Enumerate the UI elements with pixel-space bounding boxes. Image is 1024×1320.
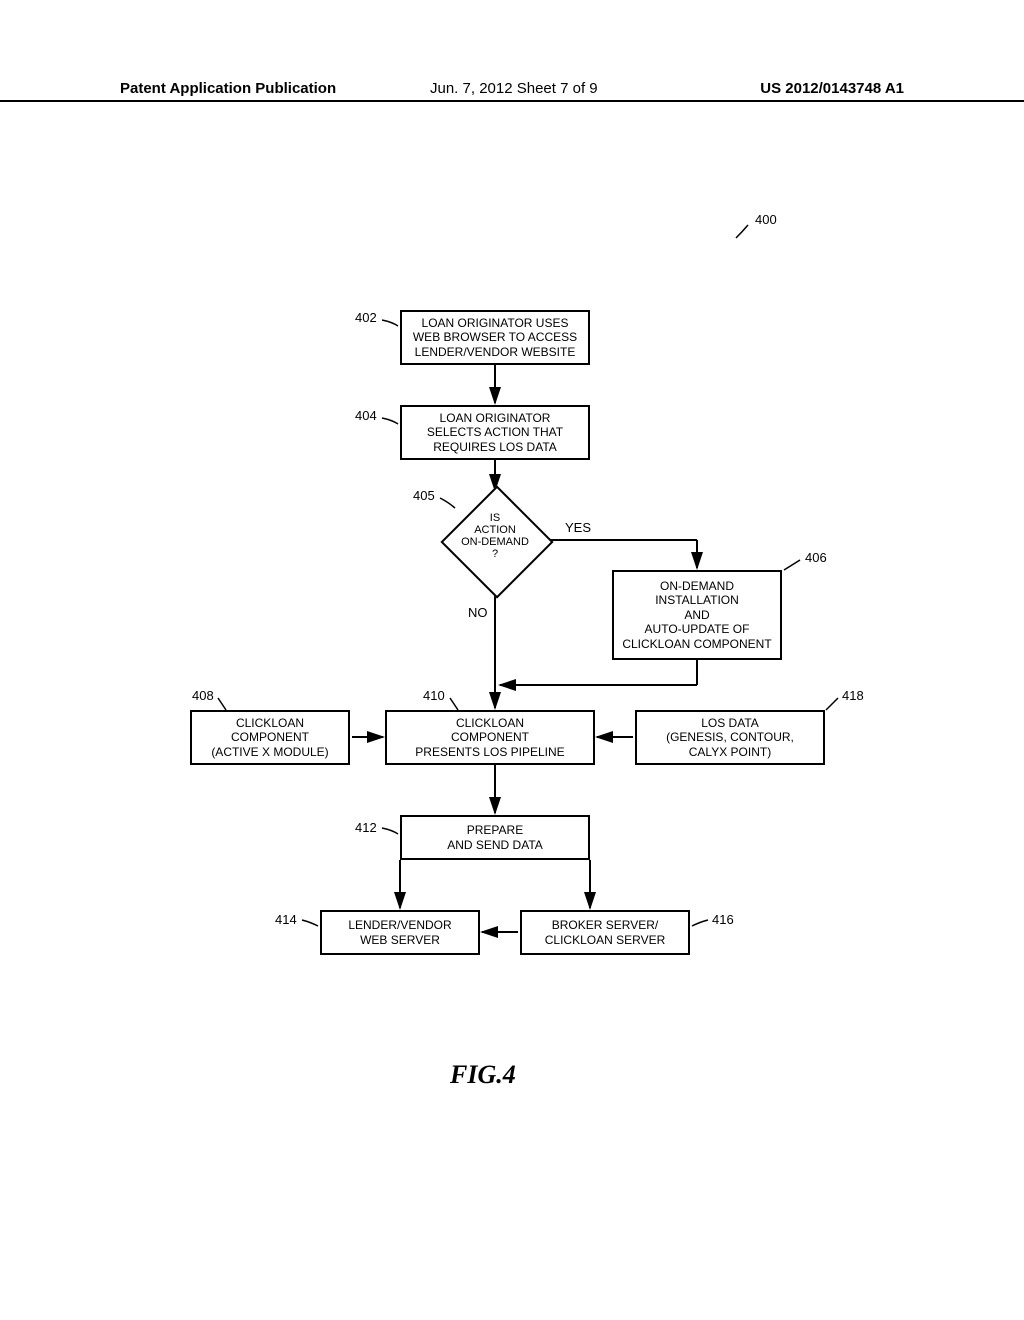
node-406-text: ON-DEMANDINSTALLATIONANDAUTO-UPDATE OFCL… — [622, 579, 771, 651]
node-414: LENDER/VENDORWEB SERVER — [320, 910, 480, 955]
ref-405: 405 — [413, 488, 435, 503]
branch-yes: YES — [565, 520, 591, 535]
figure-label: FIG.4 — [450, 1060, 516, 1090]
ref-400: 400 — [755, 212, 777, 227]
node-410: CLICKLOANCOMPONENTPRESENTS LOS PIPELINE — [385, 710, 595, 765]
node-416-text: BROKER SERVER/CLICKLOAN SERVER — [545, 918, 666, 947]
node-412: PREPAREAND SEND DATA — [400, 815, 590, 860]
node-406: ON-DEMANDINSTALLATIONANDAUTO-UPDATE OFCL… — [612, 570, 782, 660]
node-404-text: LOAN ORIGINATORSELECTS ACTION THATREQUIR… — [427, 411, 563, 454]
node-418: LOS DATA(GENESIS, CONTOUR,CALYX POINT) — [635, 710, 825, 765]
node-408-text: CLICKLOANCOMPONENT(ACTIVE X MODULE) — [211, 716, 328, 759]
node-412-text: PREPAREAND SEND DATA — [447, 823, 543, 852]
node-416: BROKER SERVER/CLICKLOAN SERVER — [520, 910, 690, 955]
page: Patent Application Publication Jun. 7, 2… — [0, 0, 1024, 1320]
node-410-text: CLICKLOANCOMPONENTPRESENTS LOS PIPELINE — [415, 716, 564, 759]
node-404: LOAN ORIGINATORSELECTS ACTION THATREQUIR… — [400, 405, 590, 460]
ref-414: 414 — [275, 912, 297, 927]
node-418-text: LOS DATA(GENESIS, CONTOUR,CALYX POINT) — [666, 716, 794, 759]
node-408: CLICKLOANCOMPONENT(ACTIVE X MODULE) — [190, 710, 350, 765]
flowchart-connectors — [0, 0, 1024, 1320]
ref-412: 412 — [355, 820, 377, 835]
node-405: ISACTIONON-DEMAND? — [455, 512, 535, 560]
branch-no: NO — [468, 605, 488, 620]
node-402-text: LOAN ORIGINATOR USESWEB BROWSER TO ACCES… — [413, 316, 577, 359]
ref-402: 402 — [355, 310, 377, 325]
node-405-text: ISACTIONON-DEMAND? — [461, 512, 529, 560]
ref-408: 408 — [192, 688, 214, 703]
ref-406: 406 — [805, 550, 827, 565]
ref-410: 410 — [423, 688, 445, 703]
node-414-text: LENDER/VENDORWEB SERVER — [348, 918, 451, 947]
node-402: LOAN ORIGINATOR USESWEB BROWSER TO ACCES… — [400, 310, 590, 365]
ref-404: 404 — [355, 408, 377, 423]
ref-418: 418 — [842, 688, 864, 703]
ref-416: 416 — [712, 912, 734, 927]
